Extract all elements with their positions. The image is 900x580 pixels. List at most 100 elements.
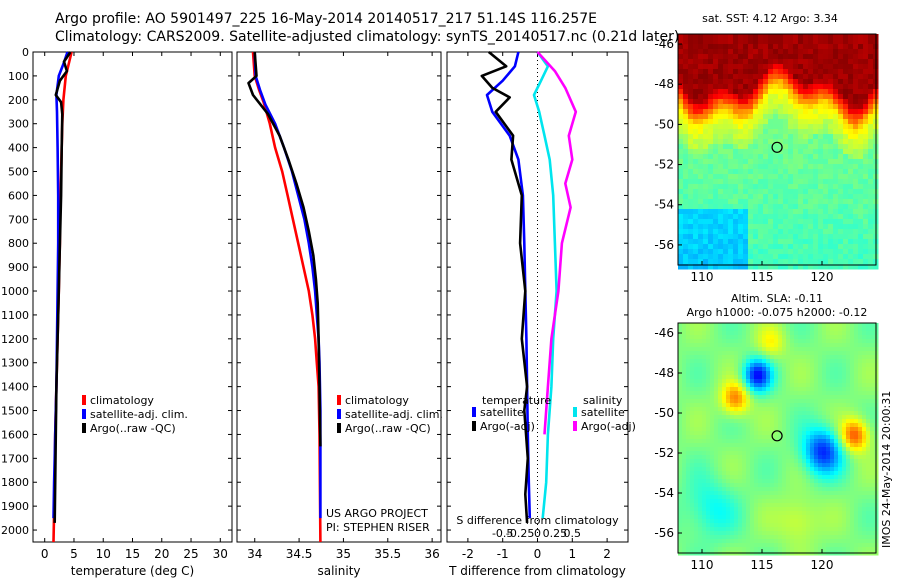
sst-map-cell [783,159,789,165]
sla-map-cell [818,427,823,432]
sst-map-cell [753,104,759,110]
sla-map-cell [854,395,859,400]
sla-map-cell [858,371,863,376]
sst-map-cell [808,59,814,65]
sla-map-cell [742,535,747,540]
sla-map-cell [822,483,827,488]
sst-map-cell [738,199,744,205]
sst-map-cell [708,204,714,210]
sla-map-cell [742,383,747,388]
sla-map-cell [790,327,795,332]
sla-map-cell [730,523,735,528]
sla-map-cell [838,355,843,360]
sst-map-cell [748,194,754,200]
sla-map-cell [698,495,703,500]
sla-map-cell [762,471,767,476]
sla-map-cell [846,431,851,436]
sst-map-cell [728,164,734,170]
sla-map-cell [746,503,751,508]
sla-map-cell [846,503,851,508]
sla-map-cell [810,539,815,544]
sst-map-cell [868,209,874,215]
sla-map-cell [802,427,807,432]
sst-map-cell [763,139,769,145]
sla-map-cell [758,383,763,388]
sst-map-cell [758,219,764,225]
sla-map-cell [778,407,783,412]
sst-map-cell [678,219,684,225]
sla-map-cell [770,387,775,392]
sla-map-cell [734,347,739,352]
sla-map-cell [802,519,807,524]
sla-map-cell [694,439,699,444]
sla-map-cell [686,471,691,476]
sst-map-cell [858,254,864,260]
sla-map-cell [818,331,823,336]
sla-map-cell [830,455,835,460]
sst-map-cell [868,69,874,75]
sla-map-cell [746,339,751,344]
sst-map-cell [753,204,759,210]
sst-map-cell [708,199,714,205]
sst-map-cell [773,129,779,135]
sst-map-cell [718,249,724,255]
sla-map-cell [834,443,839,448]
sla-map-cell [806,351,811,356]
sst-map-cell [828,239,834,245]
sst-map-cell [768,184,774,190]
sst-map-cell [738,129,744,135]
sla-map-cell [866,339,871,344]
sla-map-cell [870,471,875,476]
sla-map-cell [802,323,807,328]
sla-map-cell [682,415,687,420]
sst-map-cell [748,124,754,130]
sla-map-cell [838,339,843,344]
sst-map-cell [748,139,754,145]
sla-map-cell [750,483,755,488]
sst-map-cell [733,244,739,250]
sla-map-cell [750,387,755,392]
sla-map-cell [742,439,747,444]
sla-map-cell [702,415,707,420]
sla-map-cell [818,479,823,484]
sst-map-cell [793,64,799,70]
sla-map-cell [814,531,819,536]
sla-map-cell [782,419,787,424]
sla-map-cell [814,327,819,332]
sst-map-cell [688,94,694,100]
sst-map-cell [838,129,844,135]
sla-map-cell [698,467,703,472]
sst-map-cell [793,34,799,40]
sla-map-cell [858,543,863,548]
sla-map-cell [678,427,683,432]
sla-map-cell [734,475,739,480]
sst-map-cell [788,109,794,115]
sla-map-cell [814,331,819,336]
sst-map-cell [713,69,719,75]
sla-map-cell [778,371,783,376]
sla-map-cell [702,355,707,360]
sst-map-cell [698,74,704,80]
sst-map-cell [713,194,719,200]
sst-map-cell [733,264,739,270]
sla-map-cell [726,331,731,336]
sst-map-cell [788,89,794,95]
sst-map-cell [843,239,849,245]
sst-map-cell [863,64,869,70]
sst-map-cell [828,169,834,175]
sst-map-cell [688,124,694,130]
sla-map-cell [850,447,855,452]
sla-map-cell [722,359,727,364]
sla-map-cell [690,359,695,364]
sla-map-cell [698,407,703,412]
sla-map-cell [790,439,795,444]
sla-map-cell [690,515,695,520]
sla-map-cell [814,363,819,368]
sla-map-cell [850,387,855,392]
sst-map-cell [718,159,724,165]
sla-map-cell [838,419,843,424]
sla-map-cell [830,403,835,408]
sla-map-cell [814,467,819,472]
sst-map-cell [838,54,844,60]
sla-map-cell [798,507,803,512]
